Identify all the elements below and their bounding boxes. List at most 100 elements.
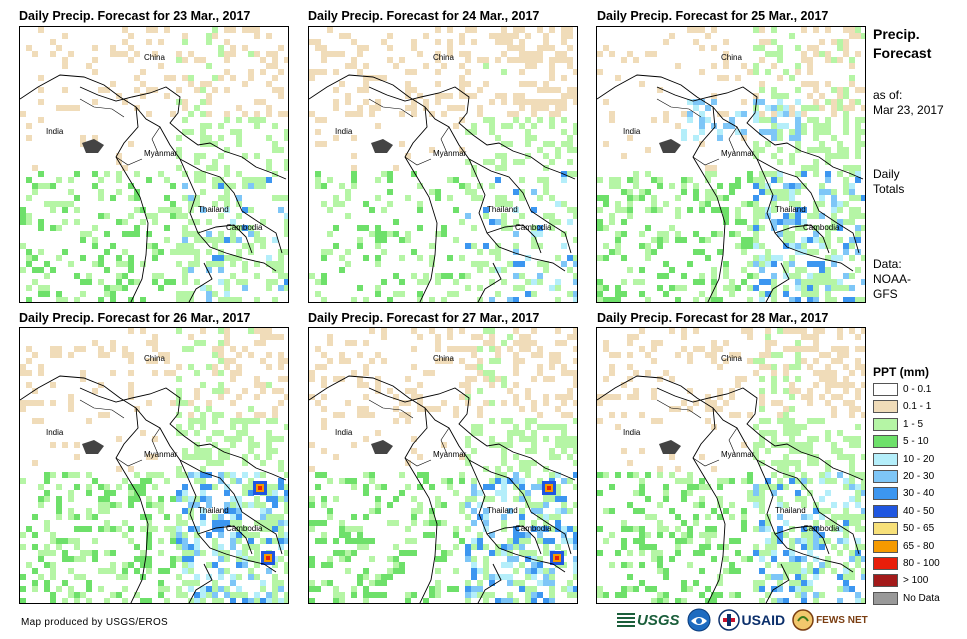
country-border <box>79 86 287 180</box>
legend-row: 1 - 5 <box>873 416 923 433</box>
country-border <box>477 563 502 603</box>
place-label-india: India <box>335 127 353 136</box>
place-label-thailand: Thailand <box>775 506 806 515</box>
place-label-myanmar: Myanmar <box>433 450 467 459</box>
place-label-india: India <box>46 127 64 136</box>
country-border <box>424 106 566 272</box>
legend-label: 40 - 50 <box>903 505 935 517</box>
coastline <box>20 74 149 302</box>
country-border <box>368 98 450 166</box>
coastline <box>20 375 149 603</box>
forecast-map-svg <box>20 328 288 603</box>
legend-swatch <box>873 383 898 396</box>
country-border <box>424 407 566 573</box>
panel-title-2: Daily Precip. Forecast for 24 Mar., 2017 <box>308 9 540 23</box>
legend-title: PPT (mm) <box>873 365 930 379</box>
legend-swatch <box>873 452 898 466</box>
country-border <box>188 563 213 603</box>
country-border <box>135 106 277 272</box>
place-label-cambodia: Cambodia <box>515 524 552 533</box>
place-label-cambodia: Cambodia <box>226 524 263 533</box>
forecast-map-svg <box>597 27 865 302</box>
legend-label: 30 - 40 <box>903 488 935 500</box>
place-label-china: China <box>144 53 165 62</box>
country-border <box>368 86 576 180</box>
country-border <box>486 525 542 555</box>
forecast-map-svg <box>597 328 865 603</box>
place-label-china: China <box>721 53 742 62</box>
legend-row: 50 - 65 <box>873 520 934 537</box>
map-panel-6: China India Myanmar Thailand Cambodia <box>596 327 866 604</box>
noaa-logo <box>687 608 711 632</box>
data-source-line1: Data: <box>873 257 902 271</box>
data-source-line2: NOAA- <box>873 272 912 286</box>
coastline <box>597 375 726 603</box>
legend-row: 80 - 100 <box>873 555 940 572</box>
country-border <box>79 399 161 467</box>
country-border <box>774 525 830 555</box>
legend-row: 0 - 0.1 <box>873 381 931 398</box>
country-border <box>79 98 161 166</box>
map-panel-2: China India Myanmar Thailand Cambodia <box>308 26 578 303</box>
legend-swatch <box>873 470 898 483</box>
legend-swatch <box>873 504 898 518</box>
legend-label: 10 - 20 <box>903 453 935 465</box>
legend-swatch <box>873 574 898 588</box>
legend-label: 65 - 80 <box>903 540 935 552</box>
place-label-myanmar: Myanmar <box>433 149 467 158</box>
legend-swatch <box>873 400 898 414</box>
country-border <box>368 399 450 467</box>
legend-label: 1 - 5 <box>903 418 924 430</box>
country-border <box>656 387 864 481</box>
panel-title-4: Daily Precip. Forecast for 26 Mar., 2017 <box>19 311 251 325</box>
country-border <box>197 525 253 555</box>
place-label-india: India <box>623 127 641 136</box>
legend-label: 80 - 100 <box>903 558 940 569</box>
forecast-map-svg <box>309 27 577 302</box>
map-credit: Map produced by USGS/EROS <box>21 617 169 628</box>
usgs-logo: USGS <box>617 608 680 632</box>
country-border <box>656 86 864 180</box>
legend-label: > 100 <box>903 575 929 587</box>
place-label-cambodia: Cambodia <box>803 524 840 533</box>
country-border <box>468 158 572 254</box>
legend-label: 5 - 10 <box>903 436 929 448</box>
legend-label: 0 - 0.1 <box>903 384 932 395</box>
legend-swatch <box>873 557 898 570</box>
place-label-cambodia: Cambodia <box>226 223 263 232</box>
coastline <box>309 74 438 302</box>
country-border <box>765 563 790 603</box>
delta-shade <box>371 440 393 454</box>
legend-row: 40 - 50 <box>873 503 934 520</box>
legend-row: > 100 <box>873 572 928 589</box>
country-border <box>79 387 287 481</box>
delta-shade <box>82 440 104 454</box>
delta-shade <box>371 139 393 153</box>
place-label-china: China <box>433 354 454 363</box>
place-label-china: China <box>721 354 742 363</box>
place-label-thailand: Thailand <box>198 506 229 515</box>
legend-swatch <box>873 417 898 431</box>
precip-layer <box>20 27 288 302</box>
precip-layer <box>20 328 288 603</box>
delta-shade <box>82 139 104 153</box>
place-label-india: India <box>623 428 641 437</box>
legend-row: 0.1 - 1 <box>873 398 931 415</box>
legend-row: 20 - 30 <box>873 468 934 485</box>
panel-title-6: Daily Precip. Forecast for 28 Mar., 2017 <box>597 311 829 325</box>
place-label-thailand: Thailand <box>775 205 806 214</box>
legend-row: No Data <box>873 590 940 607</box>
legend-swatch <box>873 487 898 501</box>
place-label-myanmar: Myanmar <box>721 149 755 158</box>
place-label-cambodia: Cambodia <box>803 223 840 232</box>
logo-strip: USGS USAID FEWS NET <box>617 606 875 634</box>
legend-row: 30 - 40 <box>873 485 934 502</box>
country-border <box>197 224 253 254</box>
delta-shade <box>659 440 681 454</box>
map-panel-1: China India Myanmar Thailand Cambodia <box>19 26 289 303</box>
country-border <box>135 407 277 573</box>
country-border <box>756 459 860 555</box>
country-border <box>765 262 790 302</box>
place-label-china: China <box>144 354 165 363</box>
coastline <box>309 375 438 603</box>
